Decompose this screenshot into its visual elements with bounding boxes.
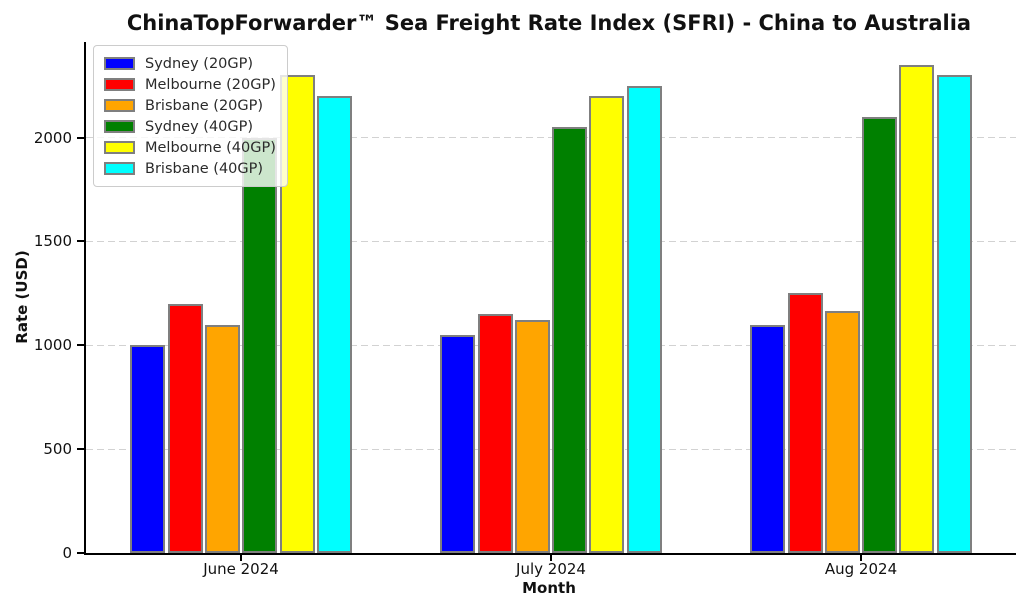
y-tick-label-1500: 1500	[33, 232, 72, 251]
gridline-500	[86, 448, 1016, 450]
legend-item-sydney-20gp: Sydney (20GP)	[104, 53, 276, 74]
x-tick-label-aug-2024: Aug 2024	[824, 560, 898, 578]
bar-melbourne-40gp-aug-2024	[899, 64, 935, 553]
x-tick-mark-june-2024	[240, 555, 242, 561]
legend-swatch-sydney-40gp	[104, 120, 135, 133]
gridline-2000	[86, 137, 1016, 139]
legend-item-brisbane-40gp: Brisbane (40GP)	[104, 158, 276, 179]
bar-sydney-20gp-july-2024	[440, 334, 476, 553]
gridline-1000	[86, 344, 1016, 346]
y-tick-label-1000: 1000	[33, 336, 72, 355]
bar-melbourne-20gp-june-2024	[167, 303, 203, 553]
x-tick-label-june-2024: June 2024	[203, 560, 279, 578]
legend-swatch-sydney-20gp	[104, 57, 135, 70]
bar-brisbane-20gp-july-2024	[514, 320, 550, 553]
y-axis-label: Rate (USD)	[13, 250, 31, 344]
bar-sydney-40gp-june-2024	[242, 137, 278, 553]
y-tick-mark-1500	[77, 240, 84, 243]
legend-item-melbourne-40gp: Melbourne (40GP)	[104, 137, 276, 158]
x-tick-mark-aug-2024	[860, 555, 862, 561]
legend-swatch-melbourne-20gp	[104, 78, 135, 91]
legend-swatch-brisbane-20gp	[104, 99, 135, 112]
x-axis-label: Month	[522, 579, 576, 597]
bar-brisbane-20gp-june-2024	[204, 324, 240, 553]
y-tick-mark-2000	[77, 136, 84, 139]
y-tick-mark-1000	[77, 344, 84, 347]
bar-brisbane-40gp-july-2024	[626, 85, 662, 553]
legend-label-melbourne-20gp: Melbourne (20GP)	[145, 76, 276, 93]
y-tick-mark-500	[77, 448, 84, 451]
legend-label-sydney-20gp: Sydney (20GP)	[145, 55, 254, 72]
bar-sydney-20gp-aug-2024	[750, 324, 786, 553]
legend-label-brisbane-40gp: Brisbane (40GP)	[145, 160, 264, 177]
legend-label-sydney-40gp: Sydney (40GP)	[145, 118, 254, 135]
bar-brisbane-40gp-aug-2024	[936, 75, 972, 553]
legend-item-sydney-40gp: Sydney (40GP)	[104, 116, 276, 137]
bar-sydney-40gp-aug-2024	[862, 116, 898, 553]
legend-label-melbourne-40gp: Melbourne (40GP)	[145, 139, 276, 156]
gridline-1500	[86, 240, 1016, 242]
bar-melbourne-20gp-aug-2024	[787, 293, 823, 553]
x-tick-mark-july-2024	[550, 555, 552, 561]
legend-item-melbourne-20gp: Melbourne (20GP)	[104, 74, 276, 95]
legend: Sydney (20GP) Melbourne (20GP) Brisbane (2…	[93, 45, 288, 187]
y-tick-label-2000: 2000	[33, 128, 72, 147]
x-tick-label-july-2024: July 2024	[516, 560, 586, 578]
bar-melbourne-20gp-july-2024	[477, 314, 513, 553]
legend-swatch-melbourne-40gp	[104, 141, 135, 154]
y-tick-label-500: 500	[43, 440, 72, 459]
chart-title: ChinaTopForwarder™ Sea Freight Rate Inde…	[126, 11, 972, 35]
y-tick-mark-0	[77, 552, 84, 554]
legend-swatch-brisbane-40gp	[104, 162, 135, 175]
y-tick-label-0: 0	[62, 544, 72, 562]
legend-label-brisbane-20gp: Brisbane (20GP)	[145, 97, 264, 114]
bar-sydney-20gp-june-2024	[130, 345, 166, 553]
bar-brisbane-40gp-june-2024	[316, 96, 352, 553]
plot-area: Sydney (20GP) Melbourne (20GP) Brisbane (2…	[34, 42, 1016, 578]
bar-melbourne-40gp-july-2024	[589, 96, 625, 553]
bar-sydney-40gp-july-2024	[552, 127, 588, 553]
bar-brisbane-20gp-aug-2024	[824, 311, 860, 553]
legend-item-brisbane-20gp: Brisbane (20GP)	[104, 95, 276, 116]
